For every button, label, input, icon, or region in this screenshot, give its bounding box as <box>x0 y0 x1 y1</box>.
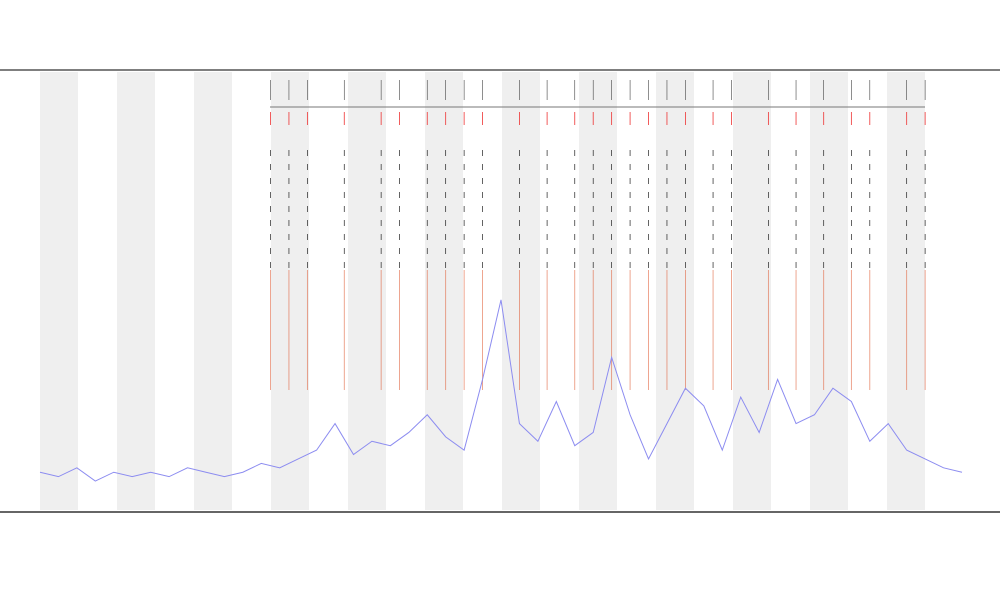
band <box>40 72 78 510</box>
band <box>425 72 463 510</box>
band <box>733 72 771 510</box>
band <box>117 72 155 510</box>
band <box>502 72 540 510</box>
background-bands <box>40 72 925 510</box>
band <box>271 72 309 510</box>
band <box>810 72 848 510</box>
band <box>656 72 694 510</box>
band <box>579 72 617 510</box>
band <box>194 72 232 510</box>
band <box>887 72 925 510</box>
trace <box>39 299 963 482</box>
band <box>348 72 386 510</box>
